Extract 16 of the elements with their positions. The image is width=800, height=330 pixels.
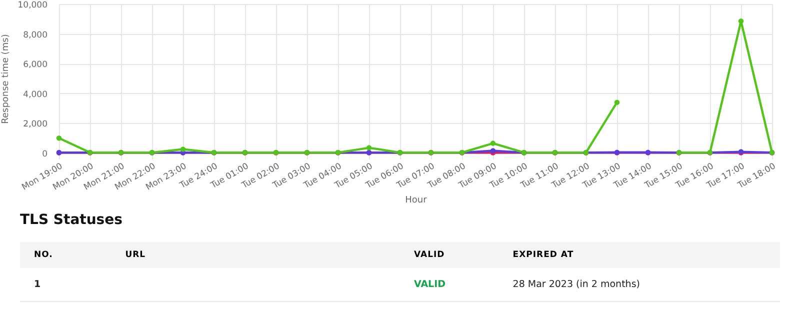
y-tick-label: 4,000 [23,90,48,100]
text: URL [111,242,400,268]
text: 28 Mar 2023 (in 2 months) [498,268,780,302]
text: VALID [400,268,499,302]
text: 1 [20,268,112,302]
y-tick-label: 8,000 [23,30,48,40]
y-axis-title: Response time (ms) [0,34,11,124]
y-tick-label: 2,000 [23,120,48,130]
text: TLS Statuses [20,212,124,228]
y-tick-label: 10,000 [18,0,48,10]
text: VALID [400,242,499,268]
y-tick-label: 0 [42,150,48,160]
text: NO. [20,242,112,268]
y-tick-label: 6,000 [23,60,48,70]
x-axis-title: Hour [405,195,428,206]
text: EXPIRED AT [498,242,780,268]
